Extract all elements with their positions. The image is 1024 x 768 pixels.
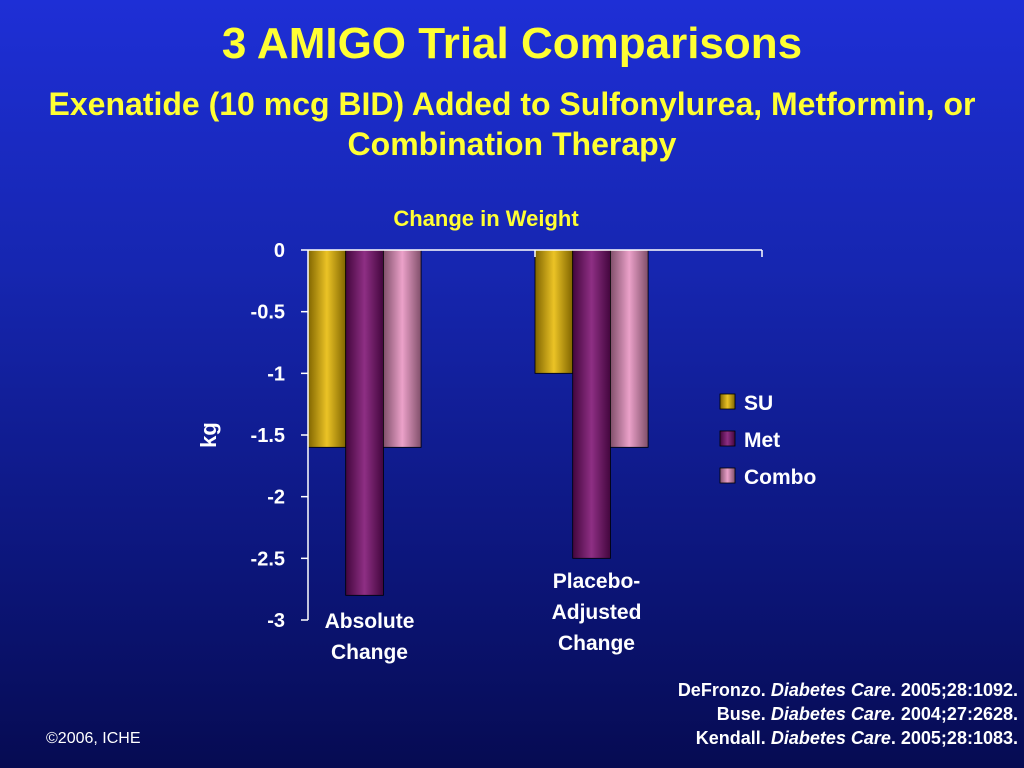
slide-subtitle: Exenatide (10 mcg BID) Added to Sulfonyl… [48, 86, 976, 162]
copyright-notice: ©2006, ICHE [46, 730, 141, 747]
y-tick-labels: 0 -0.5 -1 -1.5 -2 -2.5 -3 [251, 240, 285, 632]
chart-title: Change in Weight [393, 206, 579, 231]
y-tick-label: -3 [267, 610, 285, 632]
legend-label-met: Met [744, 429, 780, 452]
x-category-labels: Absolute Change Placebo- Adjusted Change [325, 570, 642, 664]
bar-met-2 [572, 249, 611, 559]
y-tick-label: -1 [267, 363, 285, 385]
reference-1: DeFronzo. Diabetes Care. 2005;28:1092. [677, 680, 1018, 700]
slide-title: 3 AMIGO Trial Comparisons [221, 19, 803, 68]
bar-su-1 [307, 249, 347, 448]
legend-label-su: SU [744, 392, 773, 415]
y-axis-label: kg [196, 422, 221, 448]
x-category-label-line: Placebo- [553, 570, 641, 593]
bar-combo-1 [382, 249, 422, 448]
bar-combo-2 [610, 249, 649, 448]
axes [301, 249, 763, 621]
bar-met-1 [345, 249, 384, 596]
legend-swatch-su [719, 393, 736, 410]
legend-label-combo: Combo [744, 466, 816, 489]
y-tick-label: -2.5 [251, 548, 285, 570]
legend-swatch-met [719, 430, 736, 447]
bar-group [307, 249, 649, 596]
y-tick-label: -0.5 [251, 302, 285, 324]
legend: SU Met Combo [719, 392, 816, 489]
reference-2: Buse. Diabetes Care. 2004;27:2628. [716, 704, 1018, 724]
y-tick-label: 0 [274, 240, 285, 262]
x-category-label: Placebo- Adjusted Change [552, 570, 642, 655]
x-category-label-line: Adjusted [552, 601, 642, 624]
x-category-label-line: Change [331, 641, 408, 664]
x-category-label: Absolute Change [325, 610, 415, 664]
bar-su-2 [534, 249, 574, 374]
legend-swatch-combo [719, 467, 736, 484]
x-category-label-line: Absolute [325, 610, 415, 633]
y-tick-label: -2 [267, 487, 285, 509]
reference-3: Kendall. Diabetes Care. 2005;28:1083. [695, 728, 1018, 748]
references: DeFronzo. Diabetes Care. 2005;28:1092. B… [678, 678, 1018, 750]
y-tick-label: -1.5 [251, 425, 285, 447]
x-category-label-line: Change [558, 632, 635, 655]
